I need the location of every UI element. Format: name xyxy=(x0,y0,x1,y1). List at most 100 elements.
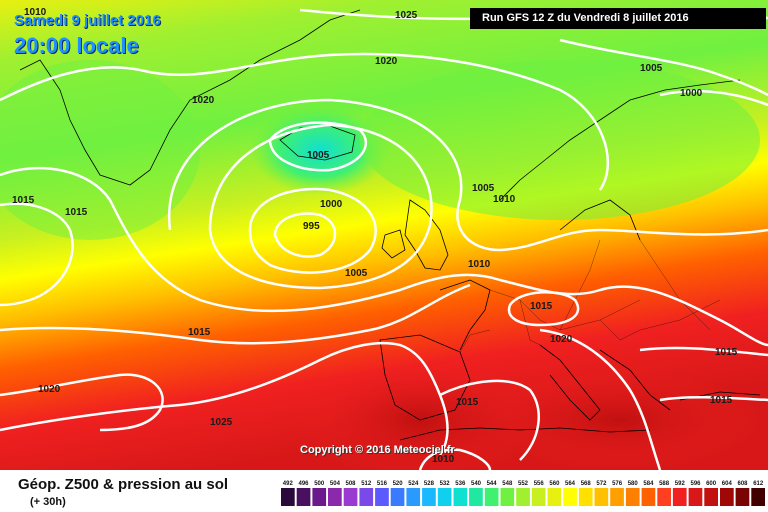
scale-tick-label: 604 xyxy=(722,481,733,487)
country-borders xyxy=(459,239,721,353)
scale-tick-label: 596 xyxy=(690,481,701,487)
iso-label-12: 1005 xyxy=(472,183,495,194)
isobar-1010-east xyxy=(659,396,768,402)
scale-tick-label: 504 xyxy=(330,481,341,487)
scale-swatch xyxy=(469,488,483,506)
scale-tick-label: 532 xyxy=(440,481,451,487)
iso-label-19: 1015 xyxy=(715,347,738,358)
border-6 xyxy=(459,329,491,353)
iso-label-17: 1015 xyxy=(530,301,553,312)
scale-tick-label: 540 xyxy=(471,481,482,487)
iso-label-24: 1010 xyxy=(24,7,47,18)
iso-label-6: 1000 xyxy=(680,88,703,99)
scale-swatch xyxy=(359,488,374,506)
scale-swatch xyxy=(578,488,593,506)
forecast-date: Samedi 9 juillet 2016 xyxy=(14,12,161,29)
scale-swatch xyxy=(422,488,436,506)
isobar-1015-iberia xyxy=(439,379,540,461)
scale-tick-label: 492 xyxy=(283,481,294,487)
scale-tick-label: 500 xyxy=(314,481,325,487)
scale-swatch xyxy=(751,488,765,506)
iso-label-11: 995 xyxy=(303,221,320,232)
scale-tick-label: 572 xyxy=(596,481,607,487)
iso-label-15: 1015 xyxy=(188,327,211,338)
scale-swatch xyxy=(328,488,342,506)
isobar-1010 xyxy=(167,98,768,252)
iso-label-22: 1015 xyxy=(710,395,733,406)
forecast-time: 20:00 locale xyxy=(14,33,139,58)
scale-swatch xyxy=(720,488,734,506)
scale-swatch xyxy=(406,488,421,506)
isobar-1005-mid xyxy=(208,123,433,290)
scale-swatch xyxy=(531,488,546,506)
coastlines xyxy=(19,9,761,441)
scale-tick-label: 600 xyxy=(706,481,717,487)
iso-label-10: 1000 xyxy=(320,199,343,210)
green-zone-west xyxy=(0,60,200,240)
iso-label-20: 1015 xyxy=(456,397,479,408)
isobar-1015-italy xyxy=(539,328,662,470)
scale-tick-label: 508 xyxy=(345,481,356,487)
isobar-1005-north xyxy=(559,38,768,97)
iso-label-21: 1025 xyxy=(210,417,233,428)
isobar-1020-north xyxy=(0,52,610,191)
scale-tick-label: 524 xyxy=(408,481,419,487)
isobar-1025-south xyxy=(0,341,449,456)
greenland-coast xyxy=(19,9,361,186)
scale-swatch xyxy=(594,488,609,506)
iso-label-13: 1010 xyxy=(493,194,516,205)
iso-label-14: 1010 xyxy=(468,259,491,270)
isobar-995 xyxy=(273,212,337,258)
iso-label-1: 1025 xyxy=(395,10,418,21)
isobar-1020-mid xyxy=(0,283,471,345)
scale-tick-label: 612 xyxy=(753,481,764,487)
isobar-1010-africa xyxy=(418,448,492,470)
iberia-coast xyxy=(379,334,471,421)
legend-subtitle: (+ 30h) xyxy=(30,496,66,508)
isobar-1015-west xyxy=(0,166,768,347)
scale-tick-label: 516 xyxy=(377,481,388,487)
scale-tick-label: 564 xyxy=(565,481,576,487)
scale-swatch xyxy=(437,488,452,506)
isobar-1015-west2 xyxy=(0,202,74,307)
scale-swatch xyxy=(296,488,311,506)
iso-label-9: 1005 xyxy=(345,268,368,279)
scale-tick-label: 608 xyxy=(737,481,748,487)
iso-label-16: 1020 xyxy=(550,334,573,345)
scale-tick-label: 568 xyxy=(581,481,592,487)
scale-swatch xyxy=(704,488,718,506)
isobar-1000 xyxy=(248,187,377,274)
scale-swatch xyxy=(500,488,515,506)
border-2 xyxy=(519,299,541,346)
scale-tick-label: 544 xyxy=(487,481,498,487)
model-run-label: Run GFS 12 Z du Vendredi 8 juillet 2016 xyxy=(470,8,766,29)
scale-tick-label: 512 xyxy=(361,481,372,487)
weather-map: 1025 1020 1005 1020 1005 1000 1015 1015 … xyxy=(0,0,768,470)
baltic-coast xyxy=(559,199,641,241)
scale-tick-label: 528 xyxy=(424,481,435,487)
scale-swatch xyxy=(657,488,671,506)
copyright-text: Copyright © 2016 Meteociel.fr xyxy=(300,444,455,456)
scale-tick-label: 496 xyxy=(298,481,309,487)
hot-zone-iberia xyxy=(300,360,540,470)
iso-label-18: 1020 xyxy=(38,384,61,395)
scandinavia-coast xyxy=(499,79,741,201)
green-zone-north xyxy=(360,60,760,220)
scale-swatch xyxy=(390,488,405,506)
isobars xyxy=(0,8,768,470)
iso-label-5: 1005 xyxy=(307,150,330,161)
scale-tick-label: 560 xyxy=(549,481,560,487)
iso-label-4: 1020 xyxy=(192,95,215,106)
color-scale: 492 496 500 504 508 512 516 520 524 528 532 536 540 5… xyxy=(281,481,765,506)
isobar-1000-north xyxy=(659,89,768,107)
scale-swatch xyxy=(343,488,358,506)
scale-tick-label: 552 xyxy=(518,481,529,487)
scale-swatch xyxy=(547,488,562,506)
scale-swatch xyxy=(453,488,468,506)
north-africa-coast xyxy=(399,427,651,441)
scale-swatch xyxy=(641,488,656,506)
isobar-1015-south xyxy=(0,373,164,432)
isobar-labels: 1025 1020 1005 1020 1005 1000 1015 1015 … xyxy=(12,7,738,465)
hot-zone-africa xyxy=(480,370,760,470)
scale-tick-label: 520 xyxy=(393,481,404,487)
